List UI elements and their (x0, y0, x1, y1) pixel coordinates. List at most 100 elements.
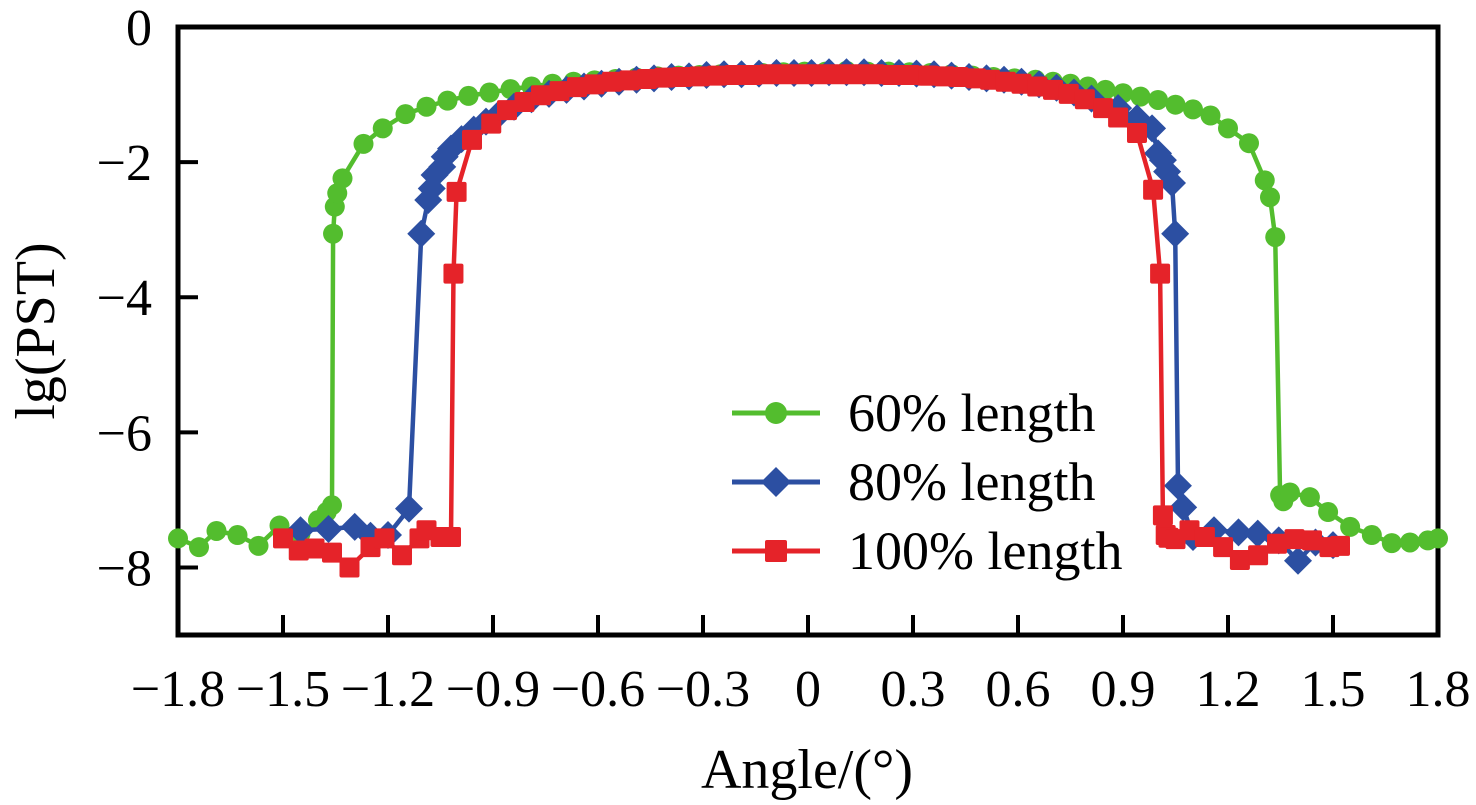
data-point (1074, 89, 1095, 110)
x-tick-label: 0.6 (986, 661, 1051, 718)
data-point (189, 537, 209, 558)
data-point (1161, 219, 1190, 248)
data-point (1284, 546, 1312, 575)
x-tick-label: −0.6 (551, 661, 645, 718)
data-point (619, 70, 640, 91)
data-point (332, 168, 353, 189)
y-tick-label: −2 (97, 135, 152, 192)
x-tick-label: −1.2 (341, 661, 435, 718)
data-point (322, 495, 342, 516)
data-point (1127, 123, 1147, 144)
data-point (322, 542, 342, 563)
data-point (1340, 516, 1361, 537)
x-tick-label: 0.3 (881, 661, 946, 718)
data-point (304, 538, 325, 559)
data-point (882, 64, 902, 85)
y-tick-label: 0 (126, 0, 152, 57)
data-point (1260, 187, 1280, 208)
data-point (777, 64, 797, 85)
data-point (314, 514, 343, 543)
y-tick-label: −4 (97, 270, 152, 327)
legend: 60% length 80% length 100% length (730, 378, 1122, 585)
data-point (1179, 520, 1200, 541)
data-point (899, 64, 920, 85)
data-point (1130, 86, 1151, 107)
data-point (1248, 545, 1269, 566)
plot-frame (175, 24, 1441, 638)
data-point (1108, 107, 1129, 128)
data-point (462, 129, 482, 150)
data-point (918, 65, 939, 86)
y-tick-label: −8 (97, 540, 152, 597)
data-point (1265, 227, 1286, 248)
data-point (479, 82, 500, 103)
legend-key-60-length-circle-icon (732, 401, 820, 424)
data-point (765, 401, 787, 424)
data-point (761, 466, 791, 497)
data-point (1284, 529, 1305, 550)
data-point (514, 91, 535, 112)
data-point (567, 77, 587, 98)
x-tick-label: −0.9 (446, 661, 540, 718)
data-point (227, 525, 248, 546)
x-tick-label: 1.2 (1196, 661, 1261, 718)
data-point (481, 113, 502, 134)
data-point (407, 219, 436, 248)
data-point (1302, 530, 1322, 551)
data-point (446, 181, 467, 202)
data-point (392, 545, 412, 566)
data-point (395, 494, 423, 523)
legend-key-80-length-diamond-icon (732, 466, 820, 497)
data-point (1165, 94, 1186, 115)
data-point (248, 535, 269, 556)
data-point (1152, 505, 1173, 526)
x-axis-title: Angle/(°) (700, 739, 914, 801)
data-point (584, 74, 605, 95)
x-tick-label: −1.5 (236, 661, 330, 718)
data-point (273, 528, 293, 549)
data-point (441, 527, 461, 548)
data-point (1011, 73, 1032, 94)
data-point (1318, 502, 1339, 523)
legend-key-100-length-square-icon (732, 539, 820, 562)
data-point (339, 557, 360, 578)
data-point (206, 520, 227, 541)
data-point (1400, 532, 1420, 553)
legend-item-100-length: 100% length (730, 516, 1122, 585)
data-point (1267, 533, 1287, 554)
x-tick-label: 1.8 (1406, 661, 1471, 718)
data-point (353, 133, 374, 154)
data-point (1299, 487, 1320, 508)
data-point (1194, 527, 1215, 548)
legend-label: 80% length (848, 451, 1096, 512)
data-point (549, 81, 570, 102)
data-point (864, 64, 885, 85)
data-point (948, 66, 969, 87)
data-point (1148, 89, 1168, 110)
data-point (654, 67, 675, 88)
x-tick-label: −1.8 (131, 661, 225, 718)
y-axis-title: lg(PST) (5, 242, 67, 420)
data-point (1183, 99, 1203, 120)
data-point (437, 90, 458, 111)
data-point (672, 66, 692, 87)
data-point (530, 85, 551, 106)
data-point (1254, 170, 1275, 191)
data-point (395, 104, 416, 125)
series-100-length-points (273, 64, 1350, 578)
data-point (829, 64, 850, 85)
data-point (742, 64, 762, 85)
data-point (1058, 83, 1079, 104)
legend-item-60-length: 60% length (730, 378, 1122, 447)
y-tick-label: −6 (97, 405, 152, 462)
data-point (1229, 550, 1250, 571)
data-point (1163, 471, 1192, 500)
data-point (724, 64, 745, 85)
data-point (689, 66, 710, 87)
data-point (372, 118, 393, 139)
data-point (1218, 118, 1238, 139)
data-point (1428, 528, 1448, 549)
data-point (1330, 535, 1350, 556)
